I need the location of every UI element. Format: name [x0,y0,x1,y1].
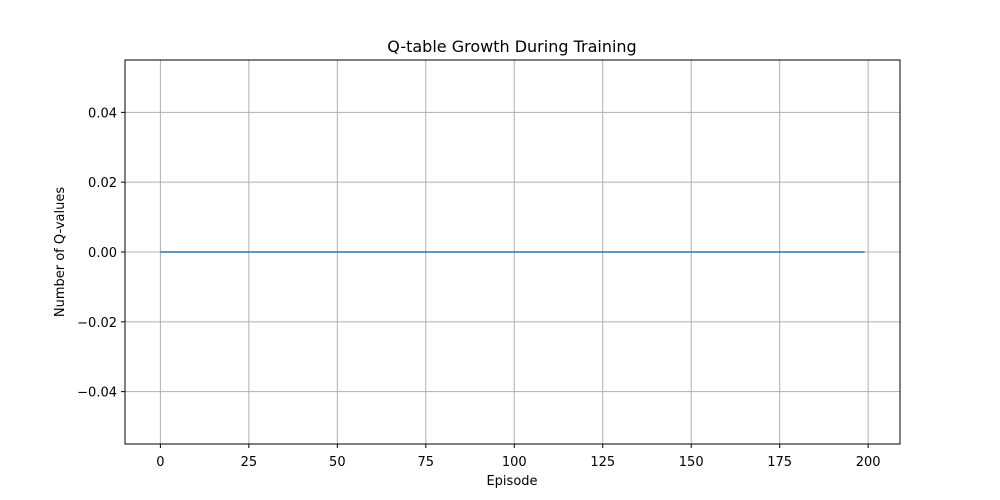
x-tick-label: 100 [502,455,527,470]
y-axis-ticks: −0.04 −0.02 0.00 0.02 0.04 [77,106,125,401]
y-tick-label: 0.00 [88,246,117,261]
chart-title: Q-table Growth During Training [387,37,636,56]
y-tick-label: 0.02 [88,176,117,191]
x-tick-label: 175 [767,455,792,470]
y-tick-label: −0.04 [77,386,117,401]
y-tick-label: −0.02 [77,316,117,331]
x-tick-label: 0 [156,455,164,470]
x-tick-label: 150 [679,455,704,470]
x-tick-label: 125 [590,455,615,470]
x-axis-label: Episode [486,474,537,489]
x-axis-ticks: 0 25 50 75 100 125 150 175 200 [156,444,881,470]
x-tick-label: 75 [418,455,435,470]
y-axis-label: Number of Q-values [53,187,68,317]
x-tick-label: 25 [241,455,258,470]
x-tick-label: 50 [329,455,346,470]
y-tick-label: 0.04 [88,106,117,121]
x-tick-label: 200 [856,455,881,470]
